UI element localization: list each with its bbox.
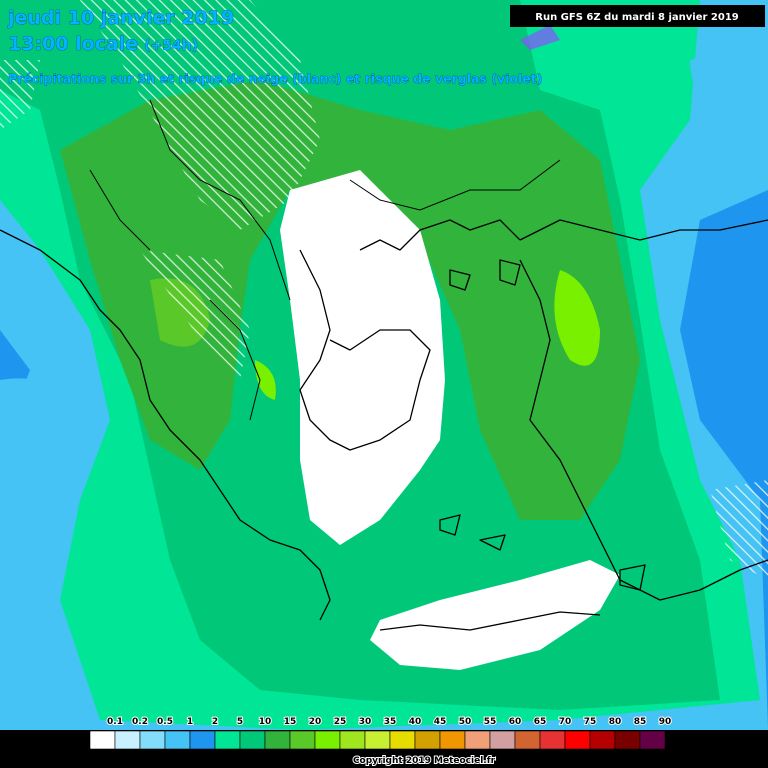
- legend-label: 10: [259, 717, 272, 727]
- legend-swatch: [339, 730, 366, 750]
- copyright: Copyright 2019 Meteociel.fr: [353, 756, 496, 766]
- local-time: 13:00 locale: [8, 33, 138, 55]
- legend-swatch: [89, 730, 116, 750]
- legend-label: 5: [237, 717, 243, 727]
- precipitation-field: [0, 0, 768, 730]
- legend-swatch: [314, 730, 341, 750]
- legend-swatch: [464, 730, 491, 750]
- legend-label: 40: [409, 717, 422, 727]
- legend-swatch: [214, 730, 241, 750]
- legend-swatch: [114, 730, 141, 750]
- run-box: [510, 5, 765, 27]
- legend-swatch: [189, 730, 216, 750]
- legend-label: 75: [584, 717, 597, 727]
- legend-label: 35: [384, 717, 397, 727]
- legend-label: 60: [509, 717, 522, 727]
- legend-label: 90: [659, 717, 672, 727]
- legend-swatch: [539, 730, 566, 750]
- legend-label: 25: [334, 717, 347, 727]
- legend-swatch: [564, 730, 591, 750]
- legend-label: 65: [534, 717, 547, 727]
- forecast-time: 13:00 locale (+54h): [8, 33, 198, 55]
- forecast-date: jeudi 10 janvier 2019: [7, 7, 234, 29]
- map-subtitle: Précipitations sur 3h et risque de neige…: [8, 71, 542, 86]
- legend-swatch: [639, 730, 666, 750]
- legend-label: 70: [559, 717, 572, 727]
- legend-swatch: [239, 730, 266, 750]
- legend-unit: (mm/3h): [675, 738, 718, 748]
- legend-label: 50: [459, 717, 472, 727]
- legend-swatch: [139, 730, 166, 750]
- legend-label: 30: [359, 717, 372, 727]
- legend-swatch: [414, 730, 441, 750]
- coastlines: [0, 99, 768, 631]
- legend-swatch: [389, 730, 416, 750]
- legend-label: 55: [484, 717, 497, 727]
- legend-swatch: [514, 730, 541, 750]
- run-label: Run GFS 6Z du mardi 8 janvier 2019: [535, 12, 739, 23]
- legend-swatch: [614, 730, 641, 750]
- legend-label: 15: [284, 717, 297, 727]
- legend-label: 1: [187, 717, 193, 727]
- legend-label: 80: [609, 717, 622, 727]
- legend-label: 0.2: [132, 717, 148, 727]
- legend-label: 20: [309, 717, 322, 727]
- legend-label: 2: [212, 717, 218, 727]
- legend-label: 0.1: [107, 717, 123, 727]
- legend-swatch: [264, 730, 291, 750]
- legend-swatch: [164, 730, 191, 750]
- legend-label: 85: [634, 717, 647, 727]
- legend-swatch: [364, 730, 391, 750]
- legend: 0.1 0.2 0.5 1 2 5 10 15 20 25 30 35 40 45 50 55 60 65 70 75…: [89, 716, 672, 750]
- legend-swatch: [589, 730, 616, 750]
- legend-label: 0.5: [157, 717, 173, 727]
- legend-swatch: [489, 730, 516, 750]
- legend-swatch: [289, 730, 316, 750]
- lead-time: (+54h): [144, 38, 198, 54]
- legend-swatch: [439, 730, 466, 750]
- legend-label: 45: [434, 717, 447, 727]
